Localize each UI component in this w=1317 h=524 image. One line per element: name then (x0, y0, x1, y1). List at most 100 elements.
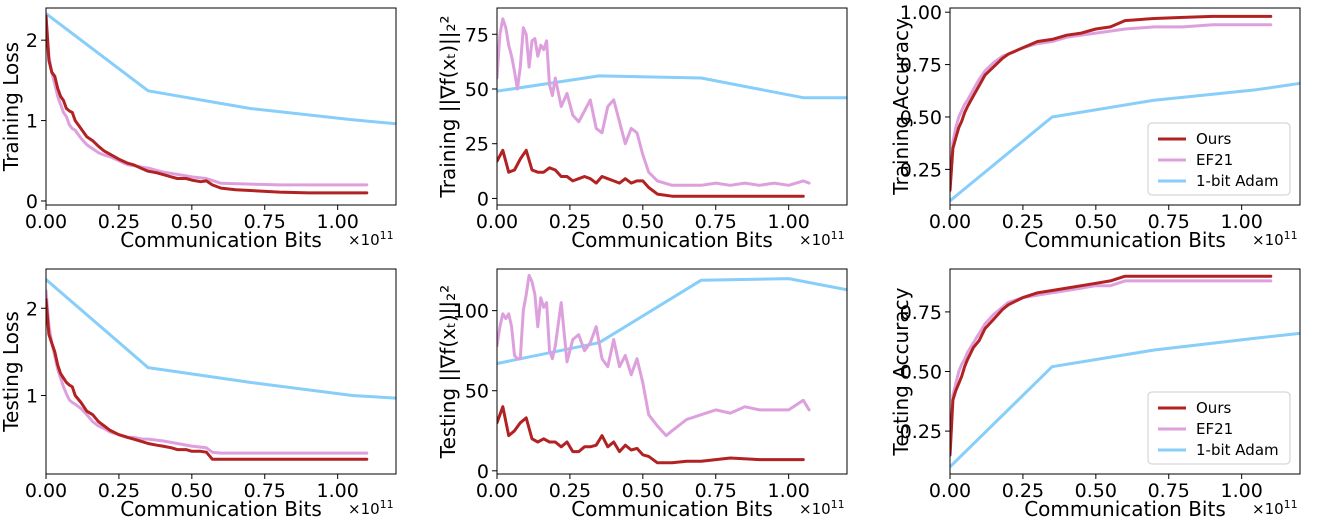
multiplier-base: ×10 (799, 231, 831, 249)
chart-panel-2: 0.00 0.25 0.50 0.75 1.00 0 25 50 75 Communication… (436, 7, 848, 252)
multiplier-exponent: 11 (1284, 229, 1298, 242)
multiplier-exponent: 11 (380, 229, 394, 242)
series-line-ours (950, 14, 1273, 192)
legend: Ours EF21 1-bit Adam (1147, 391, 1291, 465)
y-axis-label: Training Accuracy (889, 18, 913, 196)
legend-label-ef21: EF21 (1196, 151, 1233, 169)
x-axis-multiplier: ×1011 (1252, 229, 1298, 249)
x-tick-label: 0.75 (695, 211, 737, 233)
x-axis-label: Communication Bits (571, 497, 773, 521)
x-axis-label: Communication Bits (1024, 228, 1226, 252)
multiplier-base: ×10 (348, 231, 380, 249)
x-tick-label: 0.75 (244, 480, 286, 502)
series-line-adam (950, 81, 1300, 203)
plot-frame (45, 268, 397, 475)
x-tick-label: 0.00 (929, 480, 971, 502)
x-axis-multiplier: ×1011 (799, 229, 845, 249)
x-tick-label: 0.75 (695, 480, 737, 502)
chart-panel-1: 0.00 0.25 0.50 0.75 1.00 0 1 2 Communication Bit… (0, 7, 397, 252)
y-tick-label: 1 (26, 385, 38, 407)
x-tick-label: 1.00 (317, 211, 359, 233)
y-tick-label: 50 (465, 79, 489, 101)
x-tick-label: 0.00 (929, 211, 971, 233)
series-group (497, 273, 847, 465)
multiplier-base: ×10 (348, 500, 380, 518)
chart-panel-4: 0.00 0.25 0.50 0.75 1.00 1 2 Communication Bits… (0, 268, 397, 521)
x-tick-label: 0.25 (549, 480, 591, 502)
x-tick-label: 0.25 (1002, 480, 1044, 502)
y-tick-label: 0.75 (900, 55, 942, 77)
y-tick-label: 0 (477, 188, 489, 210)
x-tick-label: 1.00 (768, 480, 810, 502)
legend: Ours EF21 1-bit Adam (1147, 122, 1291, 196)
x-axis-multiplier: ×1011 (799, 498, 845, 518)
y-tick-label: 25 (465, 134, 489, 156)
x-tick-label: 1.00 (1221, 211, 1263, 233)
y-axis-label: Training Loss (0, 42, 23, 172)
series-line-adam (950, 331, 1300, 469)
series-group (950, 274, 1300, 469)
series-line-ours (950, 274, 1273, 457)
plot-frame (496, 268, 848, 475)
x-tick-label: 0.50 (622, 480, 664, 502)
y-tick-label: 0.25 (900, 421, 942, 443)
y-tick-label: 1.00 (900, 2, 942, 24)
plot-frame (496, 7, 848, 206)
series-line-adam (46, 278, 396, 400)
legend-label-ours: Ours (1196, 399, 1231, 417)
y-tick-label: 0.25 (900, 159, 942, 181)
x-tick-label: 0.25 (98, 211, 140, 233)
y-axis-label: Testing Loss (0, 311, 23, 433)
y-tick-label: 2 (26, 30, 38, 52)
multiplier-exponent: 11 (831, 498, 845, 511)
chart-panel-5: 0.00 0.25 0.50 0.75 1.00 0 50 100 Communication … (436, 268, 848, 521)
series-line-adam (497, 74, 847, 100)
x-tick-label: 1.00 (1221, 480, 1263, 502)
y-tick-label: 0.75 (900, 302, 942, 324)
x-axis-label: Communication Bits (571, 228, 773, 252)
x-tick-label: 0.25 (549, 211, 591, 233)
x-tick-label: 0.75 (244, 211, 286, 233)
legend-label-adam: 1-bit Adam (1196, 441, 1279, 459)
chart-panel-6: 0.00 0.25 0.50 0.75 1.000.250.500.75Communic… (889, 268, 1301, 521)
x-tick-label: 1.00 (317, 480, 359, 502)
x-axis-multiplier: ×1011 (1252, 498, 1298, 518)
y-tick-label: 0 (26, 191, 38, 213)
y-tick-label: 1 (26, 111, 38, 133)
legend-label-adam: 1-bit Adam (1196, 172, 1279, 190)
x-tick-label: 0.75 (1148, 211, 1190, 233)
series-line-adam (46, 12, 396, 126)
series-line-ours (497, 405, 805, 465)
x-tick-label: 0.00 (476, 211, 518, 233)
series-line-ours (46, 14, 369, 195)
series-line-ours (497, 148, 805, 198)
multiplier-exponent: 11 (380, 498, 394, 511)
chart-panel-3: 0.00 0.25 0.50 0.75 1.000.250.500.751.00Comm… (889, 2, 1301, 252)
y-tick-label: 0 (477, 461, 489, 483)
x-tick-label: 0.00 (25, 211, 67, 233)
x-tick-label: 0.00 (476, 480, 518, 502)
x-tick-label: 0.50 (622, 211, 664, 233)
x-axis-label: Communication Bits (120, 497, 322, 521)
series-group (46, 278, 396, 461)
x-tick-label: 0.50 (171, 480, 213, 502)
plot-frame (949, 7, 1301, 206)
y-axis-label: Testing ||∇f(xₜ)||₂² (436, 285, 460, 459)
x-tick-label: 0.50 (171, 211, 213, 233)
x-tick-label: 0.50 (1075, 480, 1117, 502)
series-group (950, 14, 1300, 203)
x-tick-label: 1.00 (768, 211, 810, 233)
series-group (46, 12, 396, 195)
legend-label-ef21: EF21 (1196, 420, 1233, 438)
multiplier-exponent: 11 (831, 229, 845, 242)
y-axis-label: Training ||∇f(xₜ)||₂² (436, 15, 460, 198)
y-tick-label: 100 (453, 301, 489, 323)
x-tick-label: 0.25 (98, 480, 140, 502)
x-axis-multiplier: ×1011 (348, 498, 394, 518)
series-line-ef21 (46, 289, 369, 455)
series-line-ef21 (46, 14, 369, 187)
multiplier-base: ×10 (1252, 500, 1284, 518)
x-tick-label: 0.75 (1148, 480, 1190, 502)
series-line-ours (46, 298, 369, 461)
